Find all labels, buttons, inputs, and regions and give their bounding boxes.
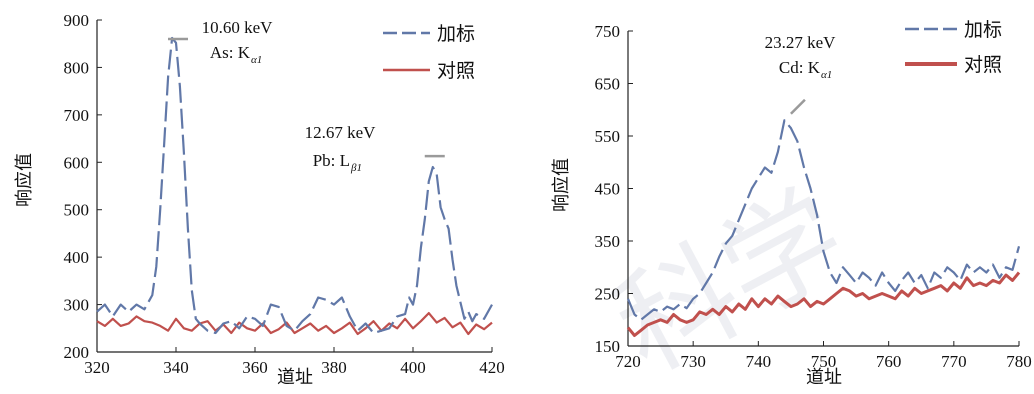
y-tick-label: 400 (64, 248, 90, 267)
annotation-energy: 10.60 keV (202, 18, 274, 37)
right-chart: 150 250 350 450 550 650 750 720 730 740 750 760 770 7… (551, 19, 1032, 387)
annotation-element: Cd: K (779, 58, 821, 77)
annotation-subscript: β1 (350, 162, 362, 174)
y-tick-label: 200 (64, 343, 90, 362)
annotation-element: As: K (210, 43, 251, 62)
x-tick-label: 740 (746, 352, 772, 371)
x-tick-label: 750 (811, 352, 837, 371)
y-tick-label: 450 (595, 180, 621, 199)
y-tick-label: 900 (64, 11, 90, 30)
left-chart: 200 300 400 500 600 700 800 900 320 340 360 380 400 4… (14, 11, 505, 387)
right-chart-series (626, 98, 1021, 337)
right-chart-xlabel: 道址 (806, 367, 842, 387)
left-chart-series (96, 36, 493, 336)
legend-label-control: 对照 (437, 60, 475, 82)
y-tick-label: 600 (64, 153, 90, 172)
left-chart-axes: 200 300 400 500 600 700 800 900 320 340 360 380 400 4… (64, 11, 505, 377)
left-chart-ylabel: 响应值 (14, 153, 34, 207)
x-tick-label: 360 (242, 358, 268, 377)
series-line-spiked (96, 36, 493, 335)
y-tick-label: 800 (64, 58, 90, 77)
x-tick-label: 760 (876, 352, 902, 371)
right-chart-legend: 加标 对照 (905, 19, 1002, 76)
x-tick-label: 720 (615, 352, 641, 371)
x-tick-label: 730 (680, 352, 706, 371)
left-chart-xlabel: 道址 (277, 367, 313, 387)
series-line-spiked (626, 119, 1021, 321)
left-chart-annotation-pb: 12.67 keV Pb: L β1 (305, 123, 377, 174)
legend-label-spiked: 加标 (964, 19, 1002, 41)
x-tick-label: 380 (321, 358, 347, 377)
x-tick-label: 320 (84, 358, 110, 377)
y-tick-label: 500 (64, 201, 90, 220)
annotation-energy: 12.67 keV (305, 123, 377, 142)
y-tick-label: 300 (64, 296, 90, 315)
right-chart-annotation-cd: 23.27 keV Cd: K α1 (765, 33, 837, 81)
y-tick-label: 550 (595, 127, 621, 146)
y-tick-label: 650 (595, 75, 621, 94)
series-line-control (96, 312, 493, 336)
x-tick-label: 400 (400, 358, 426, 377)
right-chart-ylabel: 响应值 (551, 158, 571, 212)
annotation-element: Pb: L (313, 151, 350, 170)
annotation-subscript: α1 (821, 69, 832, 81)
y-tick-label: 150 (595, 337, 621, 356)
series-line-control (626, 271, 1021, 337)
legend-label-spiked: 加标 (437, 23, 475, 45)
annotation-energy: 23.27 keV (765, 33, 837, 52)
peak-marker (790, 98, 806, 115)
x-tick-label: 420 (479, 358, 505, 377)
y-tick-label: 750 (595, 22, 621, 41)
right-chart-axes: 150 250 350 450 550 650 750 720 730 740 750 760 770 7… (595, 22, 1032, 371)
legend-label-control: 对照 (964, 54, 1002, 76)
x-tick-label: 340 (163, 358, 189, 377)
x-tick-label: 770 (941, 352, 967, 371)
y-tick-label: 700 (64, 106, 90, 125)
left-chart-legend: 加标 对照 (383, 23, 475, 82)
y-tick-label: 250 (595, 285, 621, 304)
y-tick-label: 350 (595, 232, 621, 251)
left-chart-annotation-as: 10.60 keV As: K α1 (202, 18, 274, 66)
annotation-subscript: α1 (251, 54, 262, 66)
x-tick-label: 780 (1006, 352, 1032, 371)
